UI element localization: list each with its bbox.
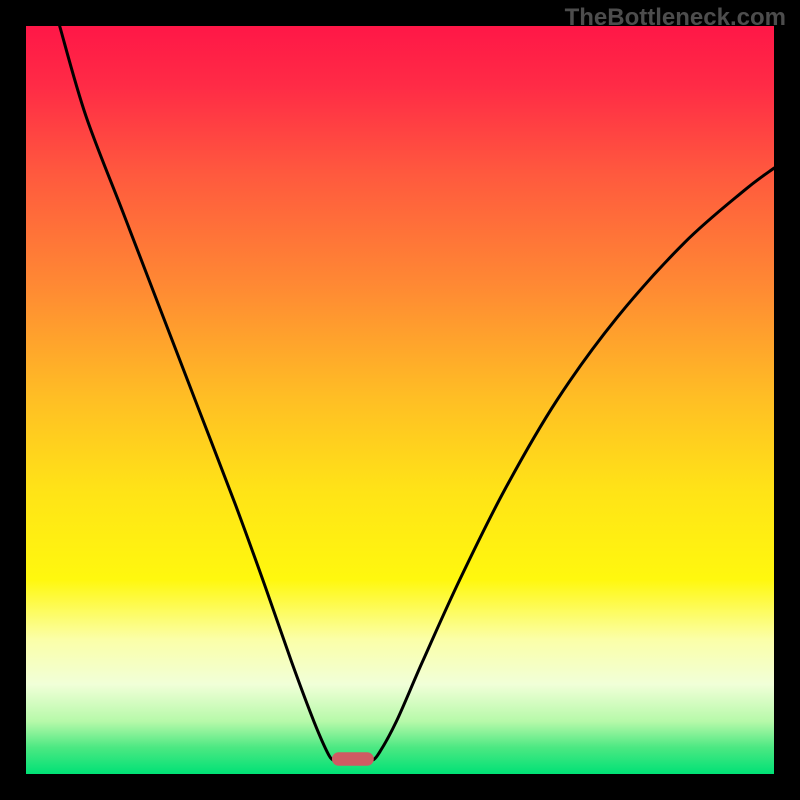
bottleneck-marker <box>332 752 374 765</box>
bottleneck-chart <box>0 0 800 800</box>
watermark-text: TheBottleneck.com <box>565 4 786 32</box>
chart-container: TheBottleneck.com <box>0 0 800 800</box>
gradient-plot-area <box>26 26 774 774</box>
